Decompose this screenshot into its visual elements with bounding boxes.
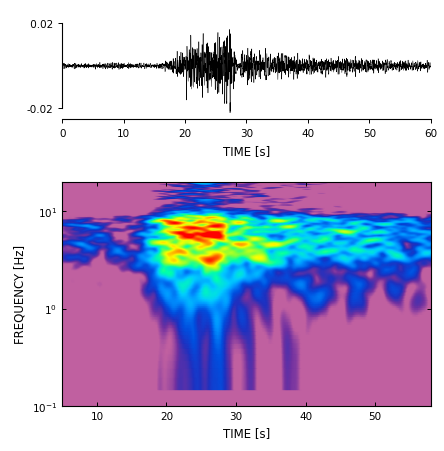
X-axis label: TIME [s]: TIME [s]	[223, 144, 270, 157]
X-axis label: TIME [s]: TIME [s]	[223, 426, 270, 439]
Y-axis label: FREQUENCY [Hz]: FREQUENCY [Hz]	[13, 245, 26, 344]
